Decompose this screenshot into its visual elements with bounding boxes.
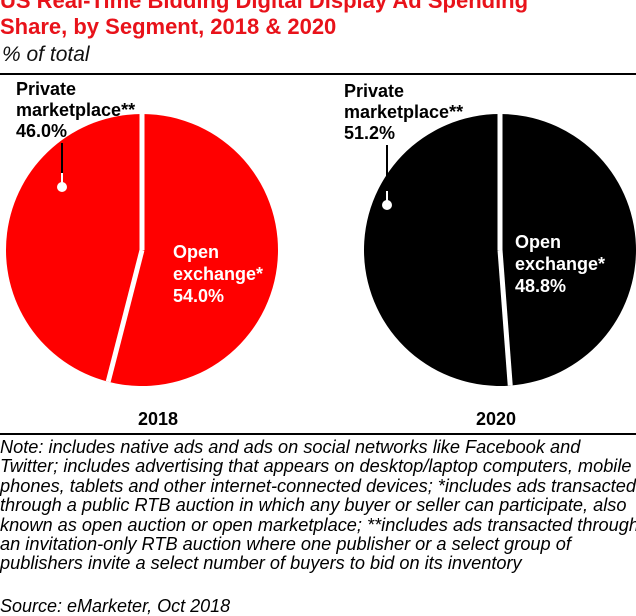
value-label-open-2020: 48.8% <box>515 276 566 296</box>
label-private-2020: marketplace** <box>344 102 463 122</box>
year-label-2020: 2020 <box>476 409 516 429</box>
pie-charts: Privatemarketplace**46.0%Openexchange*54… <box>6 79 636 429</box>
slice-private-marketplace-2020 <box>364 114 511 386</box>
label-private-2020: Private <box>344 81 404 101</box>
slice-open-exchange-2018 <box>108 114 279 386</box>
slice-private-marketplace-2018 <box>6 114 143 382</box>
label-private-2018: marketplace** <box>16 100 135 120</box>
bottom-rule <box>0 433 636 435</box>
chart-title: US Real-Time Bidding Digital Display Ad … <box>0 0 529 39</box>
label-private-2018: Private <box>16 79 76 99</box>
label-open-2018: exchange* <box>173 264 263 284</box>
slice-divider <box>105 249 145 383</box>
value-label-open-2018: 54.0% <box>173 286 224 306</box>
top-rule <box>0 73 636 75</box>
leader-dot <box>57 182 67 192</box>
label-open-2020: Open <box>515 232 561 252</box>
chart-note: Note: includes native ads and ads on soc… <box>0 437 636 574</box>
chart-source: Source: eMarketer, Oct 2018 <box>0 596 231 616</box>
value-label-private-2020: 51.2% <box>344 123 395 143</box>
label-open-2020: exchange* <box>515 254 605 274</box>
label-open-2018: Open <box>173 242 219 262</box>
chart-subtitle: % of total <box>2 43 90 66</box>
slice-divider <box>497 249 513 386</box>
year-label-2018: 2018 <box>138 409 178 429</box>
value-label-private-2018: 46.0% <box>16 121 67 141</box>
slice-open-exchange-2020 <box>500 114 636 386</box>
leader-dot <box>382 200 392 210</box>
